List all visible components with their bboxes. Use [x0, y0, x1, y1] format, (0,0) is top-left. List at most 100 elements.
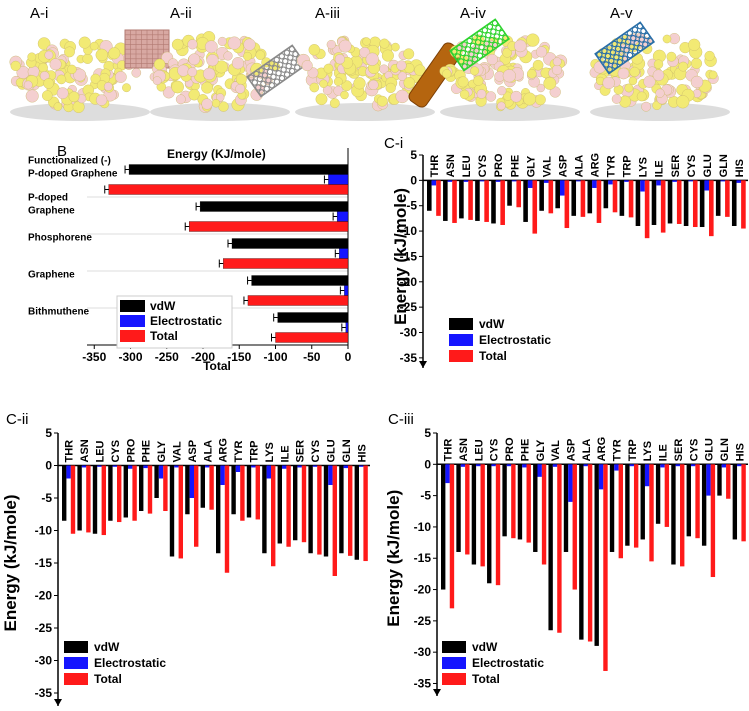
category-label: GLY [525, 155, 537, 177]
bar-Total-THR [449, 464, 455, 609]
legend: vdW Electrostatic Total [442, 640, 544, 686]
x-tick-label: -150 [227, 350, 251, 364]
sheet-ring [263, 63, 270, 71]
bar-Electrostatic-GLY [527, 180, 533, 188]
protein-atom [376, 95, 388, 107]
bar-Electrostatic-HIS [359, 465, 364, 467]
bar-vdW-CYS [686, 464, 691, 537]
bar-Electrostatic-SER [672, 180, 677, 182]
bar-Total-CYS [495, 464, 501, 586]
x-tick-label: -200 [191, 350, 215, 364]
shadow [150, 103, 290, 121]
y-axis-arrow [54, 699, 62, 706]
protein-atom [214, 60, 228, 74]
sheet-ring [485, 31, 492, 39]
bar-Electrostatic-ASN [447, 180, 453, 182]
protein-atom [403, 48, 415, 60]
sheet-ring [471, 34, 478, 41]
bar-Total-ALA [580, 180, 586, 217]
bar-vdW-VAL [548, 464, 553, 631]
legend-swatch-Electrostatic [120, 315, 145, 327]
sheet-ring [495, 24, 502, 32]
bar-Total-0 [108, 184, 349, 195]
bar-Electrostatic-PRO [128, 465, 133, 469]
legend-label-Electrostatic: Electrostatic [472, 656, 544, 670]
legend-swatch-vdW [64, 641, 88, 653]
protein-atom [131, 68, 142, 78]
bar-Electrostatic-CYS [690, 464, 696, 467]
category-label: TRP [622, 155, 634, 177]
protein-atom [708, 70, 718, 80]
sheet-ring [616, 37, 623, 44]
bar-Electrostatic-THR [445, 464, 450, 484]
bar-vdW-GLN [715, 180, 721, 216]
category-label: THR [443, 439, 455, 462]
sheet-ring [623, 47, 630, 54]
bar-vdW-CYS [683, 180, 689, 226]
category-label: LYS [264, 442, 276, 462]
sheet-ring [292, 50, 299, 58]
category-label: PHE [509, 155, 521, 178]
protein-atom [617, 67, 630, 80]
protein-atom [171, 38, 184, 51]
y-tick-label: -20 [400, 275, 418, 289]
protein-atom [485, 91, 497, 102]
bar-vdW-SER [667, 180, 673, 224]
bar-Electrostatic-4 [345, 322, 349, 333]
sheet-ring [451, 48, 458, 55]
protein-atom [510, 90, 523, 103]
protein-atom [67, 64, 77, 75]
sheet-ring [481, 48, 489, 56]
bar-Total-ILE [664, 464, 670, 527]
bar-Total-VAL [548, 180, 554, 214]
category-label: PRO [493, 153, 505, 177]
sheet-ring [290, 59, 297, 66]
category-label: CYS [688, 439, 700, 462]
bar-vdW-PHE [517, 464, 523, 540]
bar-Total-ILE [286, 465, 291, 547]
bar-vdW-ILE [277, 465, 282, 544]
bar-vdW-GLU [323, 465, 329, 557]
bar-Total-CYS [695, 464, 700, 539]
legend-label-Total: Total [150, 329, 178, 343]
category-label: SER [670, 155, 682, 178]
bar-Electrostatic-GLU [704, 180, 710, 191]
sheet-ring [280, 66, 287, 73]
shadow [440, 103, 580, 121]
sheet-ring [483, 40, 490, 47]
y-tick-label: -20 [35, 589, 53, 603]
chart-panel-B: B Energy (KJ/mole) -350 -300 -250 -200 -150 -10… [28, 143, 352, 373]
sheet-ring [255, 84, 262, 91]
bar-Electrostatic-TRP [624, 180, 629, 182]
sheet-ring [618, 50, 625, 57]
protein-atom [323, 63, 334, 74]
protein-atom [629, 66, 640, 78]
bar-Total-GLY [541, 464, 547, 565]
sheet-ring [596, 51, 603, 58]
y-tick-label: -10 [400, 224, 418, 238]
sheet-ring [621, 55, 629, 62]
category-label: HIS [356, 444, 368, 462]
panel-label-A-iv: A-iv [460, 5, 486, 22]
bar-Electrostatic-ARG [220, 465, 225, 485]
sheet-ring [611, 62, 618, 69]
protein-atom [309, 82, 320, 93]
sheet-ring [468, 51, 475, 58]
sheet-ring [456, 44, 463, 52]
category-label: ILE [658, 444, 670, 461]
bar-Electrostatic-CYS [312, 465, 318, 467]
protein-atom [322, 85, 333, 95]
sheet-ring [497, 38, 504, 45]
shadow [295, 103, 435, 121]
protein-atom [497, 101, 506, 111]
category-label: ILE [279, 445, 291, 462]
sheet-ring [474, 39, 482, 46]
bar-vdW-TRP [625, 464, 630, 546]
bar-vdW-PRO [491, 180, 496, 224]
sheet-ring [619, 42, 627, 49]
legend-swatch-Total [64, 673, 88, 685]
sheet-ring [469, 42, 477, 50]
bar-vdW-0 [128, 164, 349, 175]
bar-vdW-2 [231, 238, 349, 249]
